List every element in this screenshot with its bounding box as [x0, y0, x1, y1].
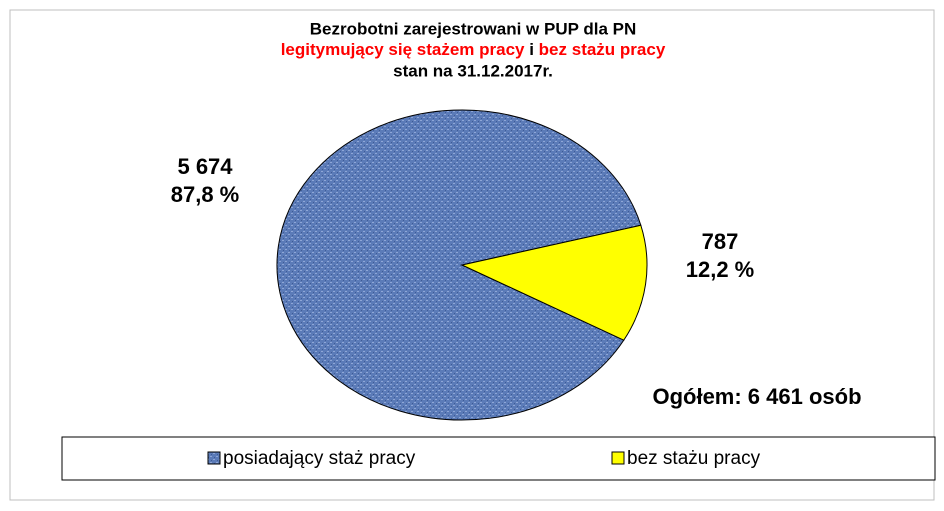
legend-label: bez stażu pracy	[627, 448, 761, 469]
subtitle-part: i	[525, 40, 539, 59]
legend-label: posiadający staż pracy	[223, 448, 416, 469]
subtitle-part: legitymujący się stażem pracy	[281, 40, 525, 59]
chart-subtitle-date: stan na 31.12.2017r.	[393, 61, 553, 80]
chart-subtitle: legitymujący się stażem pracy i bez staż…	[281, 40, 666, 59]
legend-swatch	[207, 451, 221, 465]
chart-title: Bezrobotni zarejestrowani w PUP dla PN	[310, 19, 637, 38]
annotation: Ogółem: 6 461 osób	[652, 384, 861, 409]
value-label: 5 674	[177, 154, 233, 179]
subtitle-part: bez stażu pracy	[539, 40, 666, 59]
legend-box	[61, 436, 936, 481]
percent-label: 87,8 %	[171, 182, 240, 207]
pie-slice	[276, 109, 642, 421]
pie-slice	[460, 224, 648, 341]
percent-label: 12,2 %	[686, 257, 755, 282]
legend-swatch	[611, 451, 625, 465]
value-label: 787	[702, 229, 739, 254]
